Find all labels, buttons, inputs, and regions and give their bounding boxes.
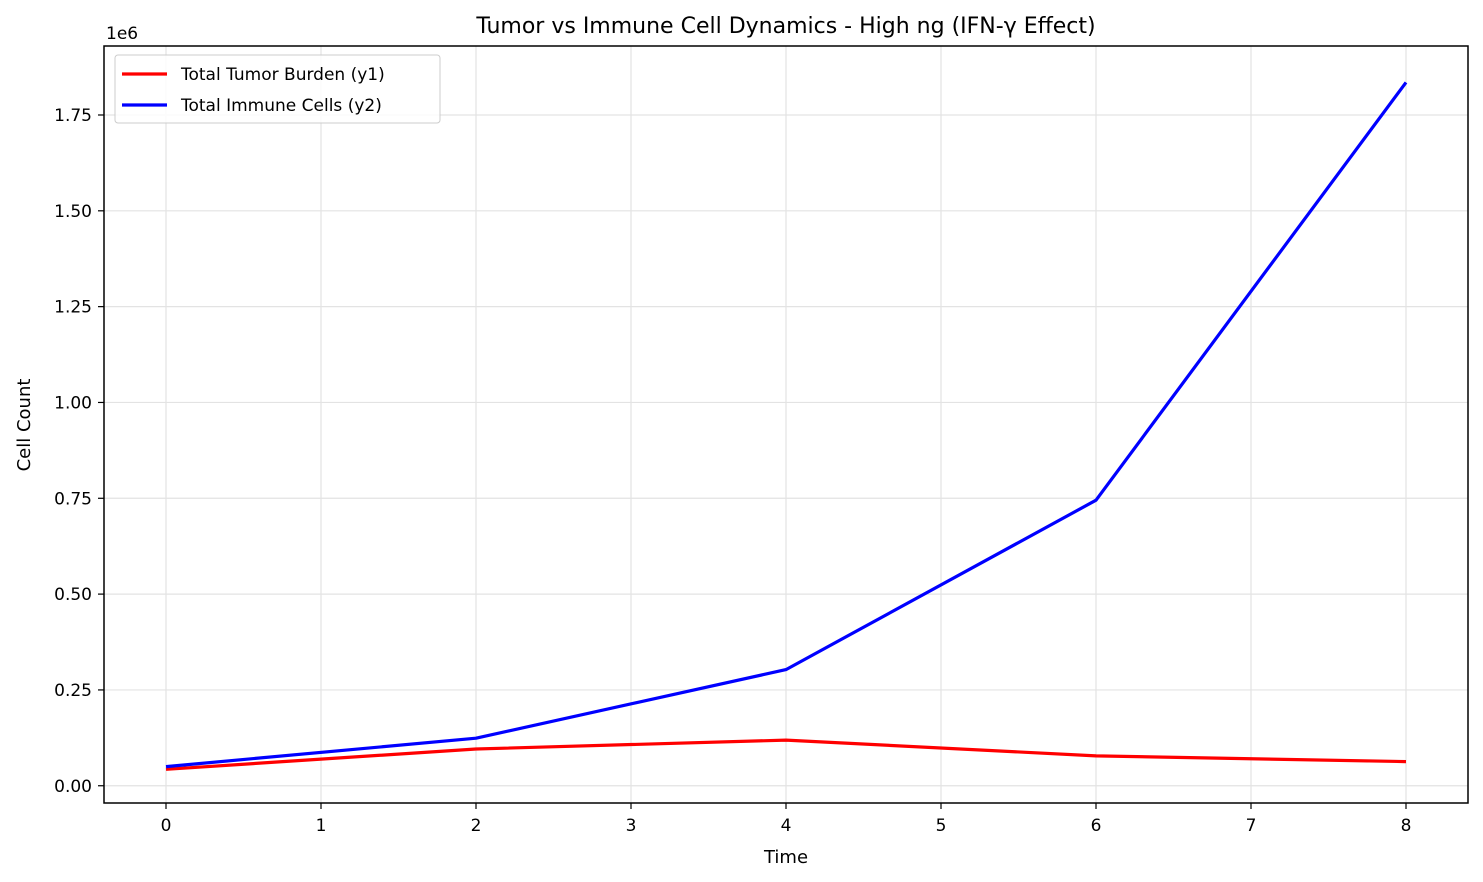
y-tick-label: 1.25: [54, 298, 92, 318]
legend-label: Total Immune Cells (y2): [180, 96, 382, 116]
y-axis-label: Cell Count: [14, 379, 35, 472]
x-tick-label: 5: [936, 816, 947, 836]
x-axis-label: Time: [763, 847, 808, 868]
legend: Total Tumor Burden (y1) Total Immune Cell…: [114, 54, 441, 124]
y-tick-label: 0.25: [54, 681, 92, 701]
x-tick-label: 8: [1401, 816, 1412, 836]
y-tick-label: 1.50: [54, 202, 92, 222]
chart-title: Tumor vs Immune Cell Dynamics - High ng …: [475, 14, 1095, 39]
x-tick-label: 0: [161, 816, 172, 836]
x-tick-label: 2: [471, 816, 482, 836]
series-line-2: [165, 81, 1408, 769]
x-tick-label: 3: [626, 816, 637, 836]
legend-label: Total Tumor Burden (y1): [180, 65, 385, 85]
legend-box: [114, 54, 441, 124]
y-offset-label: 1e6: [106, 24, 138, 44]
y-tick-label: 1.00: [54, 393, 92, 413]
x-axis-ticks: 0 1 2 3 4 5 6 7 8: [161, 803, 1412, 836]
series-line-1: [165, 738, 1407, 771]
y-tick-label: 0.50: [54, 585, 92, 605]
x-tick-label: 6: [1091, 816, 1102, 836]
x-tick-label: 7: [1246, 816, 1257, 836]
y-tick-label: 0.00: [54, 777, 92, 797]
y-axis-ticks: 0.00 0.25 0.50 0.75 1.00 1.25 1.50 1.75: [54, 106, 104, 797]
y-tick-label: 1.75: [54, 106, 92, 126]
x-tick-label: 4: [781, 816, 792, 836]
grid-lines: [104, 46, 1468, 803]
series-lines: [165, 81, 1408, 771]
y-tick-label: 0.75: [54, 489, 92, 509]
x-tick-label: 1: [316, 816, 327, 836]
